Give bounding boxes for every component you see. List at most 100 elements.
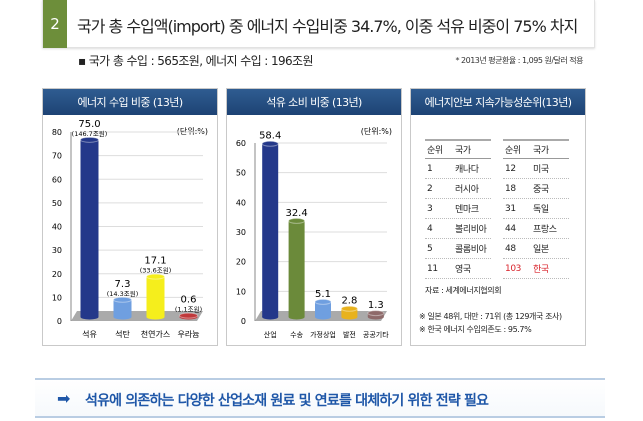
table-cell: 미국 <box>533 165 549 175</box>
bar <box>367 310 385 320</box>
section-header: 2 국가 총 수입액(import) 중 에너지 수입비중 34.7%, 이중 … <box>42 0 595 48</box>
table-row: 18 중국 <box>503 179 569 199</box>
table-cell: 31 <box>505 203 516 214</box>
y-tick-label: 60 <box>52 175 62 184</box>
y-tick-label: 30 <box>52 246 62 255</box>
table-cell: 순위 <box>505 146 521 156</box>
subtitle: ▪ 국가 총 수입 : 565조원, 에너지 수입 : 196조원 <box>78 54 314 68</box>
section-title: 국가 총 수입액(import) 중 에너지 수입비중 34.7%, 이중 석유… <box>77 17 578 36</box>
table-cell: 일본 <box>533 245 549 255</box>
y-tick-label: 0 <box>57 317 62 326</box>
table-cell: 11 <box>427 263 438 274</box>
table-cell: 볼리비아 <box>455 225 487 235</box>
table-cell: 18 <box>505 183 516 194</box>
table-row: 48 일본 <box>503 239 569 259</box>
bar <box>314 298 332 320</box>
data-sublabel: (14.3조원) <box>107 289 139 298</box>
table-row: 1 캐나다 <box>425 159 491 179</box>
data-label: 75.0 <box>78 119 100 130</box>
table-cell: 중국 <box>533 185 549 195</box>
y-tick-label: 10 <box>52 293 62 302</box>
data-label: 32.4 <box>285 208 307 219</box>
y-tick-label: 80 <box>52 128 62 137</box>
table-cell: 5 <box>427 243 433 254</box>
table-row: 2 러시아 <box>425 179 491 199</box>
table-cell: 프랑스 <box>533 225 557 235</box>
data-label: 2.8 <box>341 296 357 307</box>
y-tick-label: 60 <box>236 139 246 148</box>
table-cell: 44 <box>505 223 516 234</box>
table-cell: 콜롬비아 <box>455 245 487 255</box>
x-tick-label: 우라늄 <box>177 330 199 339</box>
x-tick-label: 석유 <box>82 329 97 339</box>
source-note: 자료 : 세계에너지협의회 <box>425 286 502 295</box>
panel-title: 에너지 수입 비중 (13년) <box>43 89 217 115</box>
floor <box>71 311 203 321</box>
table-cell: 캐나다 <box>455 165 479 175</box>
data-sublabel: (33.6조원) <box>140 266 172 275</box>
table-row: 44 프랑스 <box>503 219 569 239</box>
table-cell: 1 <box>427 163 433 174</box>
data-label: 5.1 <box>315 289 331 300</box>
table-row: 3 덴마크 <box>425 199 491 219</box>
unit-label: (단위:%) <box>177 126 208 136</box>
table-row: 5 콜롬비아 <box>425 239 491 259</box>
energy-import-chart: (단위:%) 0 10 20 30 40 50 60 70 80 75.0(146.7조원) 석유 7.… <box>52 119 208 339</box>
table-row: 11 영국 <box>425 259 491 279</box>
table-row: 순위 국가 <box>503 139 569 159</box>
unit-label: (단위:%) <box>361 126 392 136</box>
exchange-rate-note: * 2013년 평균환율 : 1,095 원/달러 적용 <box>455 56 583 65</box>
oil-consumption-chart: (단위:%) 0 10 20 30 40 50 60 58.4 산업 32.4 수송 5.1 가정상업 2.… <box>236 126 392 339</box>
data-sublabel: (146.7조원) <box>72 129 108 138</box>
y-tick-label: 0 <box>241 317 246 326</box>
table-cell: 12 <box>505 163 516 174</box>
table-cell: 3 <box>427 203 433 214</box>
table-cell: 덴마크 <box>455 205 479 215</box>
table-cell: 2 <box>427 183 433 194</box>
table-cell: 103 <box>505 263 521 274</box>
y-tick-label: 50 <box>52 199 62 208</box>
conclusion-banner: ➡ 석유에 의존하는 다양한 산업소재 원료 및 연료를 대체하기 위한 전략 … <box>35 378 605 418</box>
y-tick-label: 50 <box>236 169 246 178</box>
ranking-panel: 에너지안보 지속가능성순위(13년) 순위 국가 1 캐나다 2 러시아 3 덴마크 4 볼리비아… <box>410 88 586 346</box>
footnote: ※ 일본 48위, 대만 : 71위 (총 129개국 조사) <box>419 312 562 321</box>
bar <box>80 136 99 320</box>
table-row: 순위 국가 <box>425 139 491 159</box>
table-cell: 러시아 <box>455 185 479 195</box>
x-tick-label: 수송 <box>290 331 303 339</box>
data-label: 17.1 <box>144 256 166 267</box>
table-cell: 48 <box>505 243 516 254</box>
oil-consumption-panel: 석유 소비 비중 (13년) (단위:%) 0 10 20 30 40 50 60 58.4 산업… <box>226 88 402 346</box>
conclusion-text: 석유에 의존하는 다양한 산업소재 원료 및 연료를 대체하기 위한 전략 필요 <box>85 393 489 409</box>
table-cell: 영국 <box>455 265 471 275</box>
table-row: 12 미국 <box>503 159 569 179</box>
data-label: 7.3 <box>115 279 131 290</box>
bar <box>113 296 132 320</box>
energy-import-panel: 에너지 수입 비중 (13년) (단위:%) 0 10 20 30 40 50 60 70 80 7… <box>42 88 218 346</box>
table-cell: 한국 <box>533 265 549 275</box>
bar <box>179 312 198 320</box>
x-tick-label: 석탄 <box>115 329 130 339</box>
section-number: 2 <box>43 0 67 48</box>
bar <box>261 140 279 320</box>
y-tick-label: 40 <box>236 198 246 207</box>
x-tick-label: 발전 <box>343 330 356 339</box>
table-cell: 4 <box>427 223 433 234</box>
table-row: 4 볼리비아 <box>425 219 491 239</box>
bar <box>146 273 165 320</box>
bar <box>340 305 358 320</box>
table-cell: 순위 <box>427 146 443 156</box>
data-sublabel: (1.1조원) <box>175 305 202 314</box>
bar <box>288 217 306 320</box>
data-label: 58.4 <box>259 131 281 142</box>
y-tick-label: 40 <box>52 223 62 232</box>
x-tick-label: 가정상업 <box>310 330 336 339</box>
table-row: 103 한국 <box>503 259 569 279</box>
table-cell: 국가 <box>455 146 471 156</box>
table-cell: 독일 <box>533 205 549 215</box>
y-tick-label: 20 <box>52 270 62 279</box>
data-label: 0.6 <box>181 295 197 306</box>
panel-title: 에너지안보 지속가능성순위(13년) <box>411 89 585 115</box>
table-row: 31 독일 <box>503 199 569 219</box>
footnote: ※ 한국 에너지 수입의존도 : 95.7% <box>419 325 532 334</box>
